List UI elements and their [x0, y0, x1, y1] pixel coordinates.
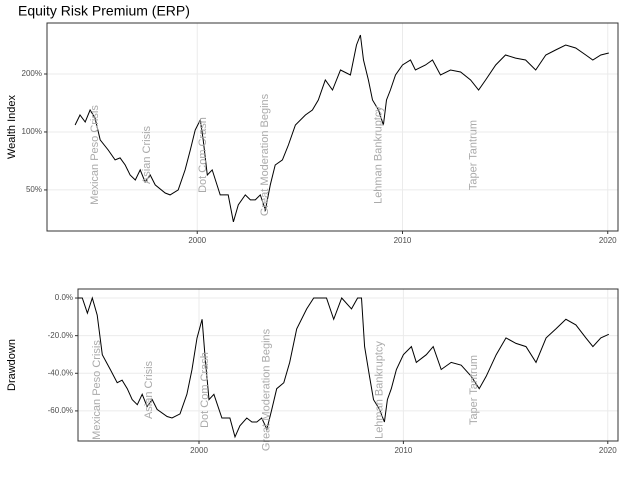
annotation: Lehman Bankruptcy [372, 106, 384, 204]
line [74, 34, 609, 223]
annotation: Great Moderation Begins [260, 328, 272, 451]
y-tick-label: -60.0% [48, 406, 73, 415]
annotation: Dot Com Crash [197, 117, 209, 193]
panel [47, 23, 618, 231]
x-tick-label: 2010 [394, 236, 412, 245]
annotation: Great Moderation Begins [259, 93, 271, 216]
panel [78, 289, 618, 441]
annotation: Mexican Peso Crisis [89, 105, 101, 205]
annotation: Lehman Bankruptcy [373, 341, 385, 439]
y-tick-label: -40.0% [48, 368, 73, 377]
y-tick-label: 200% [22, 69, 42, 78]
y-tick-label: 100% [22, 127, 42, 136]
panel-border [46, 22, 619, 232]
x-tick-label: 2020 [599, 446, 617, 455]
x-tick-label: 2000 [190, 446, 208, 455]
x-tick-label: 2010 [394, 446, 412, 455]
panel-border [77, 288, 619, 442]
x-tick-label: 2000 [188, 236, 206, 245]
annotation: Taper Tantrum [468, 355, 480, 425]
annotation: Dot Com Crash [199, 352, 211, 428]
chart-title: Equity Risk Premium (ERP) [18, 3, 190, 19]
annotation: Asian Crisis [141, 125, 153, 184]
y-tick-label: 0.0% [55, 293, 73, 302]
annotation: Mexican Peso Crisis [91, 340, 103, 440]
y-tick-label: -20.0% [48, 331, 73, 340]
y-axis-title: Wealth Index [6, 95, 18, 160]
annotation: Taper Tantrum [467, 120, 479, 190]
line [77, 296, 610, 439]
x-tick-label: 2020 [599, 236, 617, 245]
y-tick-label: 50% [26, 185, 42, 194]
y-axis-title: Drawdown [6, 339, 18, 391]
annotation: Asian Crisis [143, 360, 155, 419]
